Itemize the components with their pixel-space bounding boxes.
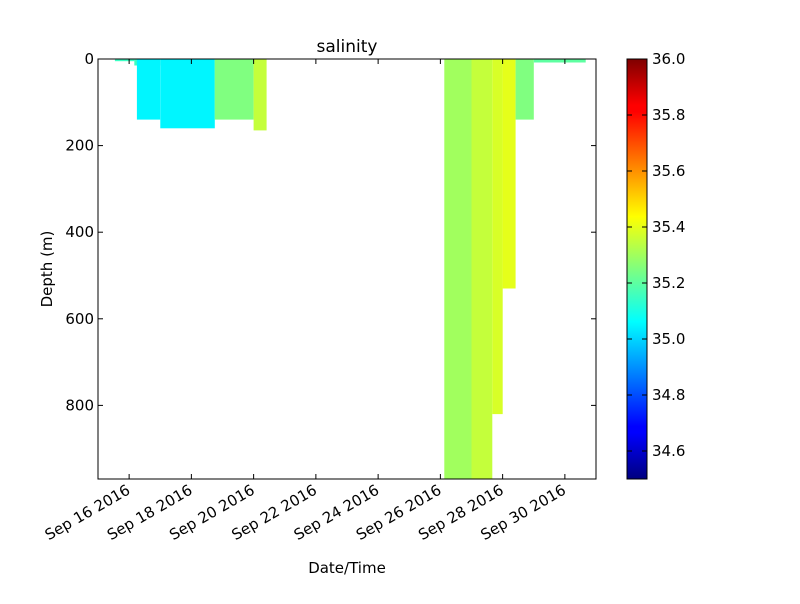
y-tick-label: 800 [65,396,94,414]
salinity-segment [533,59,586,63]
colorbar-tick-label: 35.4 [652,218,685,236]
colorbar-tick-label: 35.0 [652,330,685,348]
y-tick-label: 600 [65,310,94,328]
x-axis-title: Date/Time [308,559,386,577]
salinity-segment [444,59,472,479]
colorbar-tick-label: 35.6 [652,162,685,180]
salinity-segment [502,59,516,289]
y-axis-ticks: 0 200 400 600 800 [65,50,596,414]
salinity-segment [492,59,503,415]
salinity-segment [596,59,609,62]
salinity-segment [214,59,254,120]
salinity-segment [136,59,161,120]
chart-title: salinity [317,37,378,57]
salinity-segment [114,59,135,62]
colorbar-tick-label: 36.0 [652,50,685,68]
colorbar-tick-label: 35.2 [652,274,685,292]
colorbar-ticks: 34.6 34.8 35.0 35.2 35.4 35.6 35.8 36.0 [627,50,685,460]
y-tick-label: 0 [84,50,94,68]
colorbar-tick-label: 35.8 [652,106,685,124]
y-axis-title: Depth (m) [38,231,56,308]
salinity-segment [253,59,267,131]
colorbar-tick-label: 34.6 [652,442,685,460]
data-layer [114,59,609,479]
plot-frame [97,58,597,480]
y-tick-label: 200 [65,137,94,155]
y-tick-label: 400 [65,223,94,241]
salinity-segment [160,59,215,129]
colorbar [626,58,648,480]
salinity-segment [515,59,534,120]
colorbar-tick-label: 34.8 [652,386,685,404]
salinity-segment [471,59,493,479]
